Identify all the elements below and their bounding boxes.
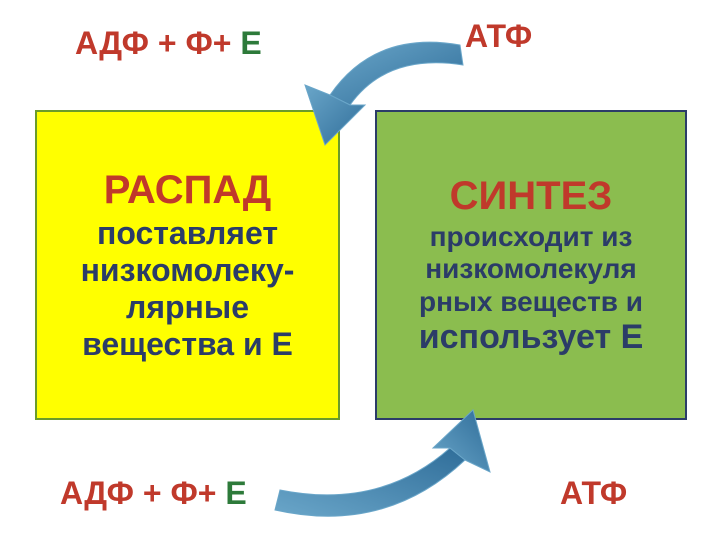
formula-a2: АДФ + Ф+	[60, 475, 225, 511]
box-synthesis-line3: рных веществ и	[419, 286, 643, 318]
box-breakdown-title: РАСПАД	[104, 167, 272, 213]
label-bottom-left: АДФ + Ф+ Е	[60, 475, 247, 512]
box-breakdown: РАСПАД поставляет низкомолеку- лярные ве…	[35, 110, 340, 420]
box-synthesis-em: использует Е	[419, 318, 644, 357]
label-bottom-right: АТФ	[560, 475, 627, 512]
box-synthesis-line1: происходит из	[430, 221, 633, 253]
box-synthesis: СИНТЕЗ происходит из низкомолекуля рных …	[375, 110, 687, 420]
box-breakdown-line4: вещества и Е	[82, 326, 293, 363]
label-top-left: АДФ + Ф+ Е	[75, 25, 262, 62]
formula-a: АДФ + Ф+	[75, 25, 240, 61]
box-breakdown-line3: лярные	[126, 289, 249, 326]
formula-b: Е	[240, 25, 261, 61]
label-top-right: АТФ	[465, 18, 532, 55]
box-breakdown-line1: поставляет	[97, 215, 278, 252]
box-synthesis-title: СИНТЕЗ	[450, 173, 613, 219]
formula-b2: Е	[225, 475, 246, 511]
box-synthesis-line2: низкомолекуля	[425, 253, 637, 285]
box-breakdown-line2: низкомолеку-	[81, 252, 295, 289]
